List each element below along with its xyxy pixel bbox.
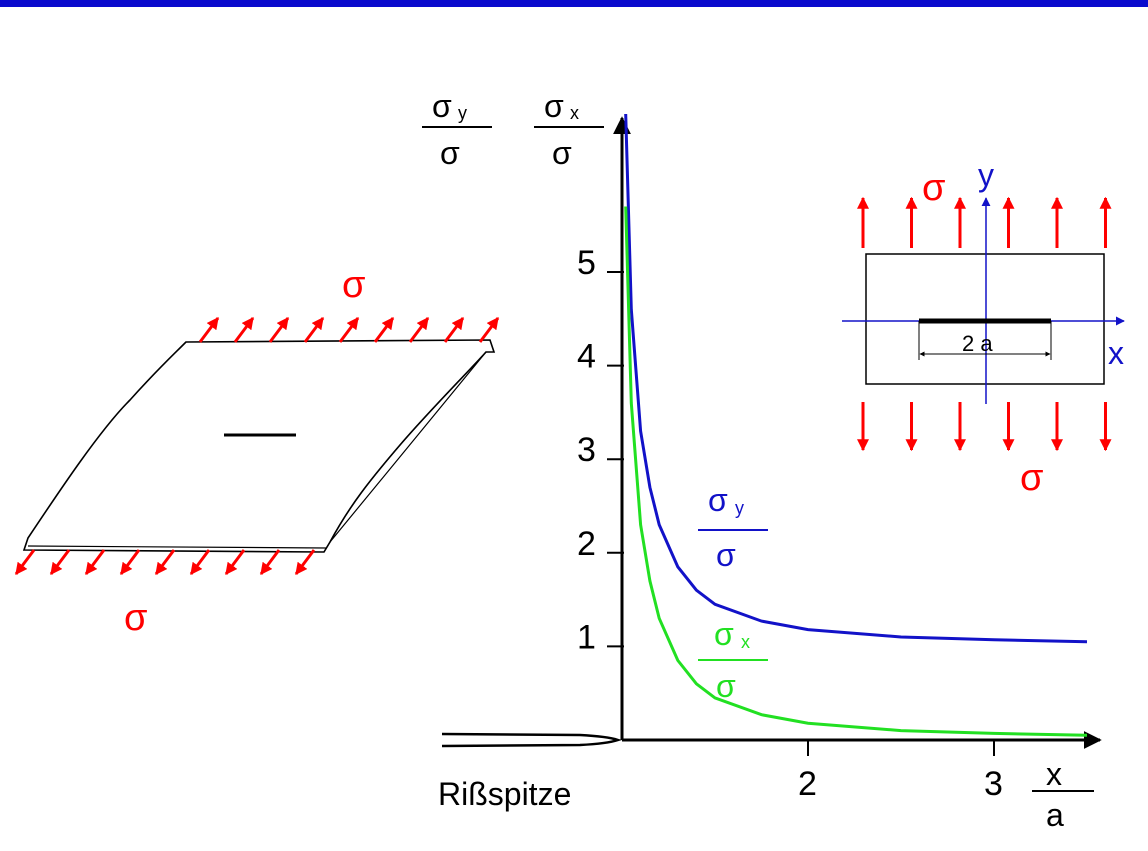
curve-label-sigma-y-subscript: y [735,498,744,518]
plate-bottom-arrow [259,549,281,575]
y-label-right-numerator: σ [544,88,564,124]
plate-top-arrow [408,317,430,343]
plate-top-arrow [303,317,325,343]
x-label-numerator: x [1046,756,1062,792]
curves [624,113,1088,737]
plate-top-arrow [443,317,465,343]
curve-label-sigma-y-denominator: σ [716,537,736,573]
x-tick-marks [807,740,995,756]
x-axis-label: x a [1032,756,1094,833]
inset-crack-length: 2 a [962,331,993,356]
plate-bottom-arrow [224,549,246,575]
x-label-denominator: a [1046,797,1064,833]
y-label-left-numerator: σ [432,88,452,124]
curve-label-sigma-y-numerator: σ [708,482,728,518]
y-tick-label-2: 2 [577,525,596,563]
plate-bottom-arrow [49,549,71,575]
plate-top-arrow [478,317,500,343]
plate-top-arrow [373,317,395,343]
plate-bottom-arrow [189,549,211,575]
y-tick-label-4: 4 [577,338,596,376]
crack-tip-illustration: Rißspitze [438,732,622,812]
crack-tip-label: Rißspitze [438,776,571,812]
y-tick-marks [607,271,624,648]
inset-axis-y-label: y [978,157,994,193]
plate-top-arrow [338,317,360,343]
plate-sigma-bottom: σ [124,597,147,639]
plate-bottom-arrow [119,549,141,575]
plate-top-load-arrows [198,317,500,343]
inset-axis-x-label: x [1108,335,1124,371]
top-bar [0,0,1148,7]
curve-label-sigma-x-numerator: σ [714,616,734,652]
inset-sigma-bottom: σ [1020,457,1043,499]
plate-sigma-top: σ [342,264,365,306]
y-label-left-subscript: y [458,103,467,123]
y-tick-labels: 1 2 3 4 5 [577,244,596,656]
y-label-right-denominator: σ [552,135,572,171]
y-tick-label-1: 1 [577,618,596,656]
y-axis-label-sigma-x: σ x σ [534,88,604,171]
curve-label-sigma-x-denominator: σ [716,668,736,704]
plate-bottom-arrow [14,549,36,575]
curve-label-sigma-x: σ x σ [698,616,768,704]
y-tick-label-5: 5 [577,244,596,282]
inset-plate: 2 a x y σ σ [842,157,1125,499]
inset-bottom-load-arrows [857,402,1112,452]
plate-top-arrow [198,317,220,343]
curve-label-sigma-y: σ y σ [698,482,768,573]
plate-top-arrow [233,317,255,343]
y-axis-label-sigma-y: σ y σ [422,88,492,171]
curve-sigma-y [624,113,1088,644]
inset-sigma-top: σ [922,167,945,209]
plate-bottom-arrow [154,549,176,575]
x-tick-label-3: 3 [984,765,1003,803]
x-tick-label-2: 2 [798,765,817,803]
curve-label-sigma-x-subscript: x [741,632,750,652]
curve-sigma-x [624,206,1088,737]
y-tick-label-3: 3 [577,431,596,469]
y-label-right-subscript: x [570,103,579,123]
plate-top-arrow [268,317,290,343]
plate-illustration: σ σ [14,264,500,639]
plate-bottom-arrow [294,549,316,575]
y-label-left-denominator: σ [440,135,460,171]
inset-top-load-arrows [857,196,1112,248]
plate-bottom-arrow [84,549,106,575]
plate-bottom-load-arrows [14,549,316,575]
